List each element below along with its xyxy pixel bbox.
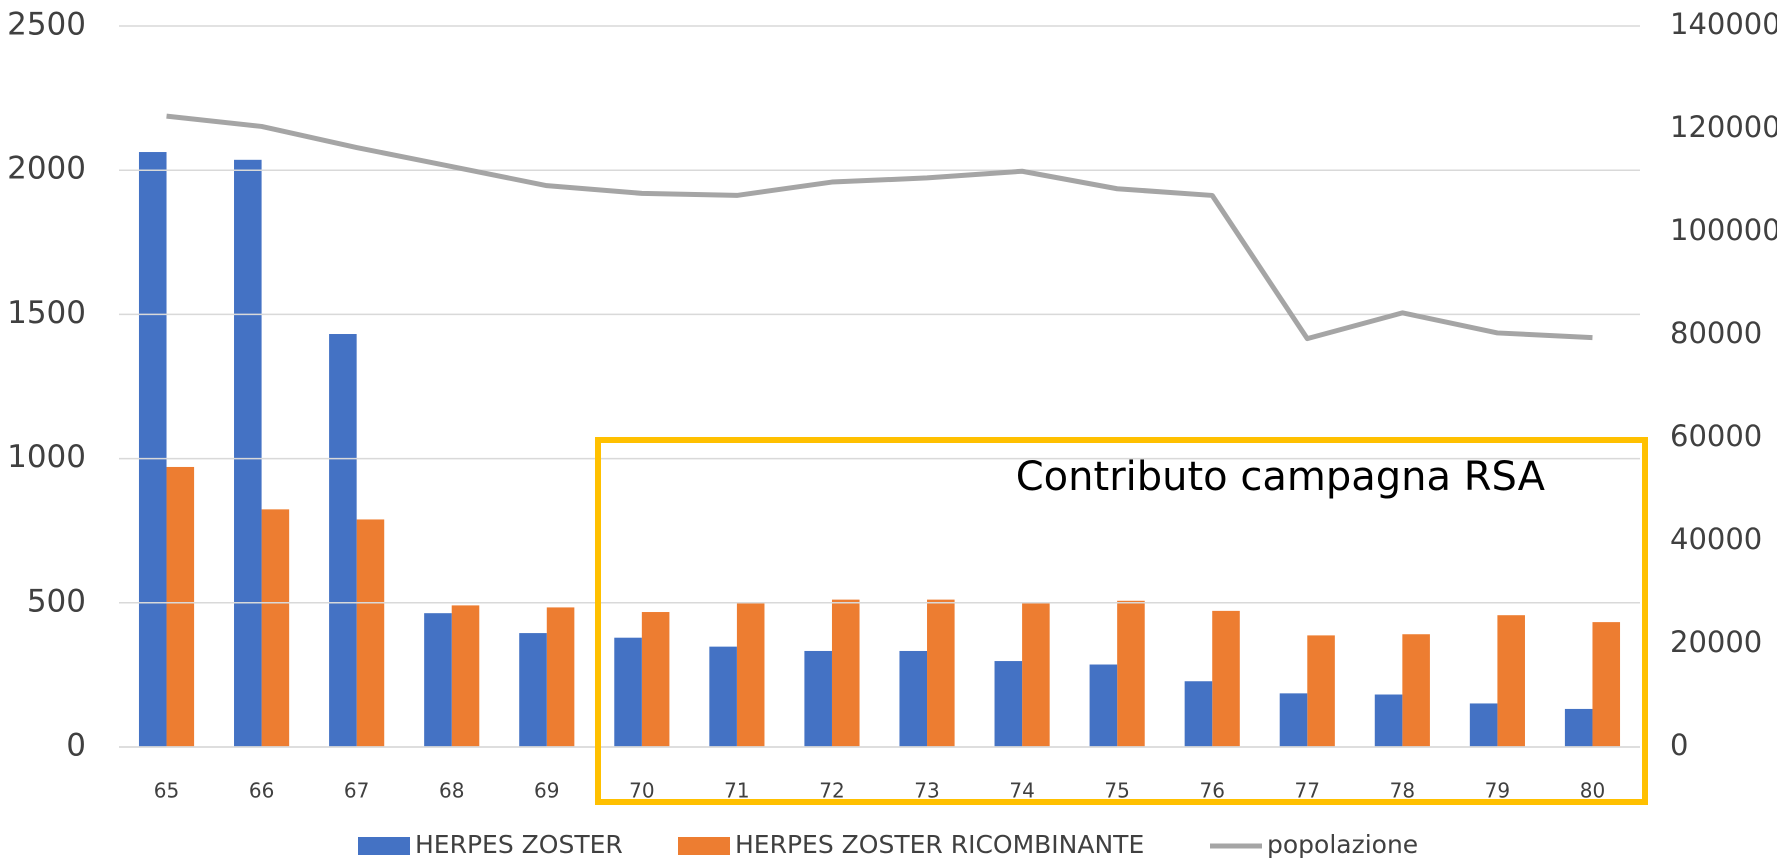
bar	[234, 159, 262, 747]
bar	[1089, 664, 1118, 747]
x-tick-label: 75	[1104, 779, 1129, 803]
x-tick-label: 79	[1485, 779, 1510, 803]
legend-label: popolazione	[1267, 830, 1418, 859]
y-tick-label: 2000	[7, 151, 86, 187]
y2-tick-label: 80000	[1670, 316, 1762, 350]
x-tick-label: 77	[1295, 779, 1320, 803]
y2-tick-label: 60000	[1670, 419, 1762, 453]
bar	[899, 650, 928, 747]
y2-tick-label: 140000	[1670, 7, 1777, 41]
bar	[614, 637, 642, 747]
bar	[736, 603, 765, 747]
bar	[1307, 635, 1335, 747]
x-tick-label: 80	[1580, 779, 1605, 803]
bar	[451, 605, 480, 747]
bar	[546, 607, 575, 747]
legend-swatch	[678, 837, 730, 855]
x-tick-label: 68	[439, 779, 464, 803]
bar	[329, 334, 357, 747]
bar	[1469, 703, 1498, 747]
bar	[1022, 603, 1050, 747]
bar	[1592, 622, 1621, 747]
bar	[804, 650, 832, 747]
x-tick-label: 70	[629, 779, 654, 803]
x-tick-label: 69	[534, 779, 559, 803]
bar	[1497, 615, 1525, 747]
x-tick-label: 67	[344, 779, 369, 803]
bar	[1212, 610, 1240, 747]
bar	[519, 633, 547, 747]
x-tick-label: 71	[724, 779, 749, 803]
bar	[994, 661, 1023, 747]
bar	[927, 599, 955, 747]
bar	[261, 509, 290, 747]
x-tick-label: 66	[249, 779, 274, 803]
x-tick-label: 78	[1390, 779, 1415, 803]
x-tick-label: 74	[1009, 779, 1034, 803]
y-tick-label: 0	[66, 728, 86, 764]
y-tick-label: 2500	[7, 7, 86, 43]
x-tick-label: 65	[154, 779, 179, 803]
y-tick-label: 1000	[7, 439, 86, 475]
bar	[1564, 708, 1593, 747]
bar	[356, 519, 385, 747]
y-tick-label: 500	[27, 583, 86, 619]
y2-tick-label: 100000	[1670, 213, 1777, 247]
bar	[1374, 694, 1403, 747]
legend-label: HERPES ZOSTER RICOMBINANTE	[735, 830, 1144, 859]
bar	[831, 599, 860, 747]
y2-tick-label: 120000	[1670, 110, 1777, 144]
bar	[1402, 634, 1430, 747]
x-tick-label: 73	[914, 779, 939, 803]
bar	[1279, 693, 1308, 747]
bar	[166, 466, 195, 747]
bar	[1184, 681, 1213, 747]
y-tick-label: 1500	[7, 295, 86, 331]
x-tick-label: 72	[819, 779, 844, 803]
bar	[424, 613, 452, 747]
x-tick-label: 76	[1199, 779, 1224, 803]
annotation: Contributo campagna RSA	[1016, 454, 1546, 500]
bar	[641, 612, 670, 747]
bar	[138, 152, 167, 747]
line	[166, 113, 1593, 342]
annotation-box	[595, 437, 1648, 805]
y2-tick-label: 20000	[1670, 625, 1762, 659]
y2-tick-label: 0	[1670, 728, 1688, 762]
legend-swatch	[358, 837, 410, 855]
bar	[1117, 600, 1145, 747]
bar	[709, 646, 737, 747]
y2-tick-label: 40000	[1670, 522, 1762, 556]
legend-label: HERPES ZOSTER	[415, 830, 623, 859]
